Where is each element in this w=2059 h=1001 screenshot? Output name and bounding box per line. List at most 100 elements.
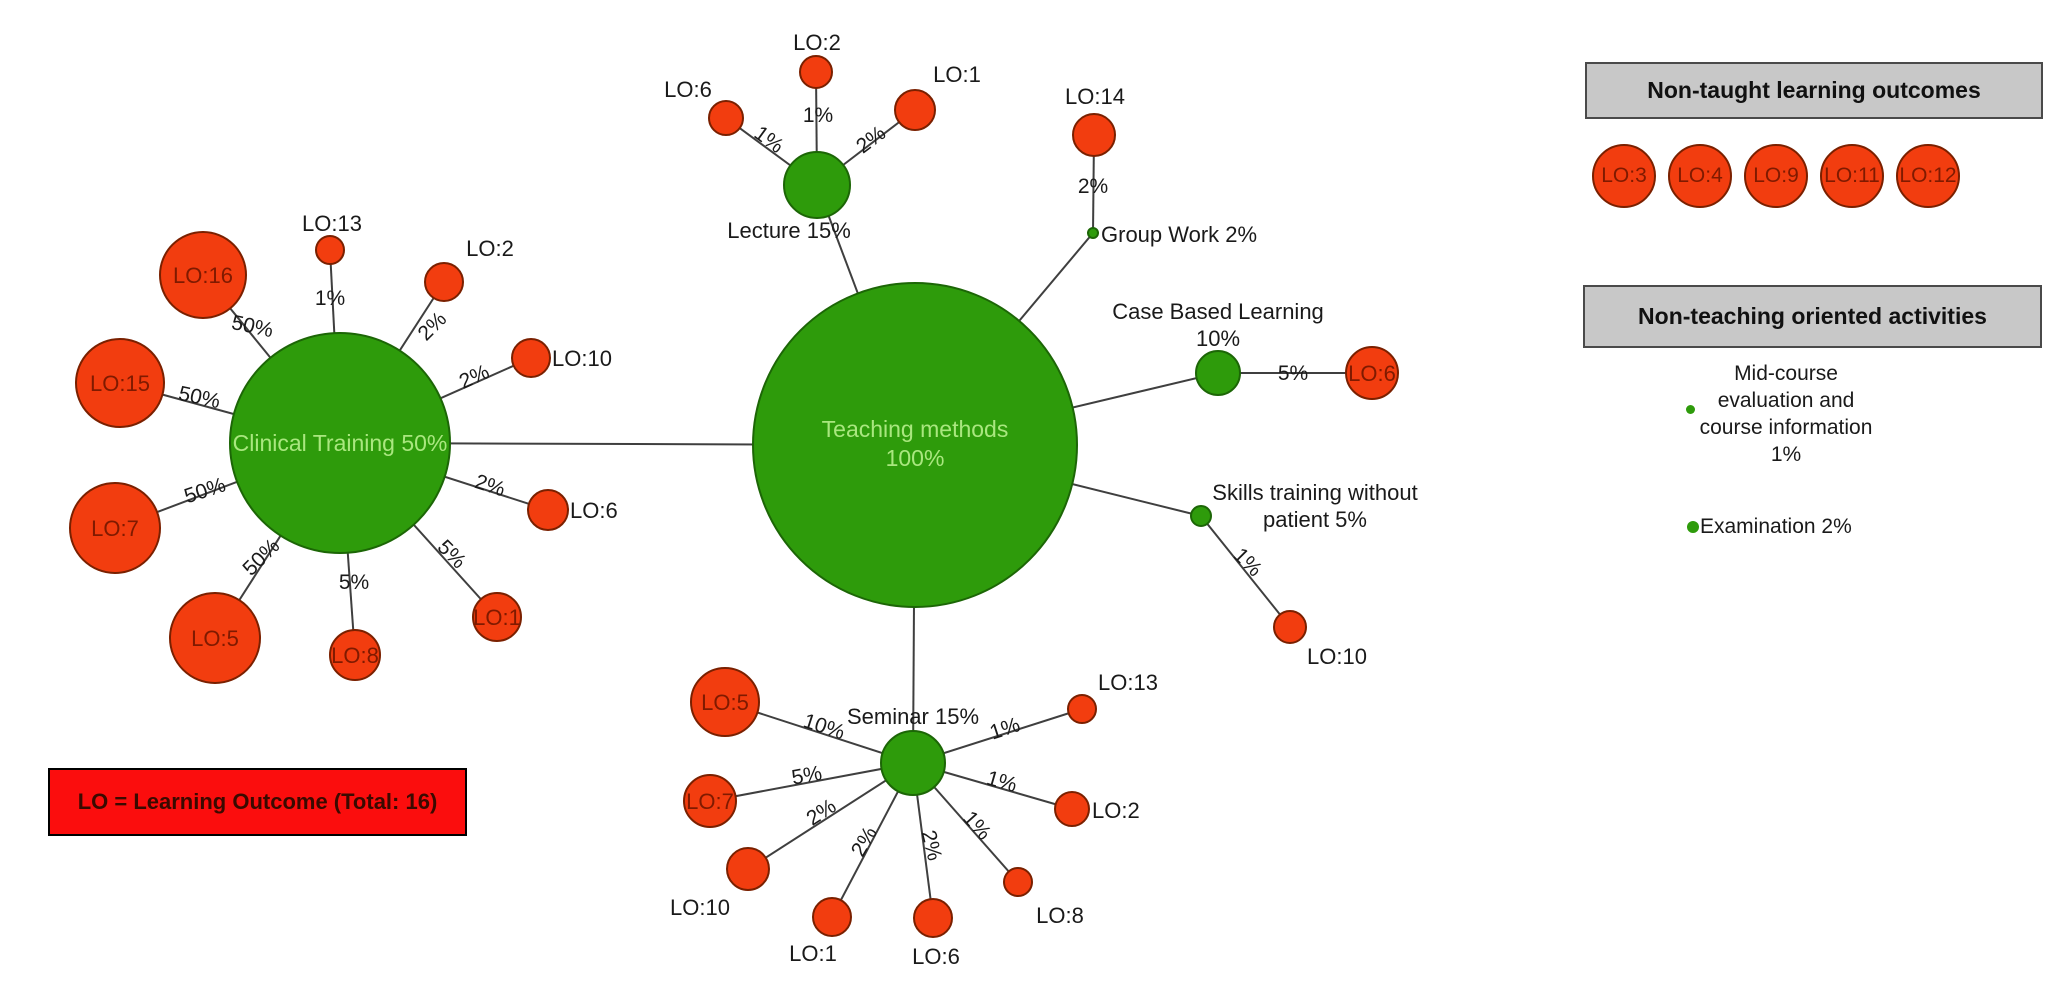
node-sem_lo13 (1067, 694, 1097, 724)
non-taught-lo-circle: LO:11 (1820, 144, 1884, 208)
node-cb_lo6 (1345, 346, 1399, 400)
node-cl_lo7 (69, 482, 161, 574)
label-sem_lo6: LO:6 (912, 944, 960, 969)
node-cl_lo1 (472, 592, 522, 642)
node-cl_lo5 (169, 592, 261, 684)
label-cl_lo5: LO:5 (191, 626, 239, 651)
non-taught-lo-circle: LO:4 (1668, 144, 1732, 208)
label-cl_lo2: LO:2 (466, 236, 514, 261)
non-taught-lo-circle: LO:9 (1744, 144, 1808, 208)
node-seminar (880, 730, 946, 796)
label-cl_lo7: LO:7 (91, 516, 139, 541)
legend-non-taught-circles: LO:3 LO:4 LO:9 LO:11 LO:12 (1592, 144, 1960, 208)
label-cl_lo1: LO:1 (473, 605, 521, 630)
label-groupwork: Group Work 2% (1101, 222, 1257, 247)
edge-skills-sk_lo10 (1200, 515, 1291, 628)
lo-definition-note: LO = Learning Outcome (Total: 16) (48, 768, 467, 836)
edge-label: 50% (181, 473, 228, 508)
node-sem_lo8 (1003, 867, 1033, 897)
non-taught-lo-circle: LO:12 (1896, 144, 1960, 208)
label-lec_lo2: LO:2 (793, 30, 841, 55)
label-lecture: Lecture 15% (727, 218, 851, 243)
node-cl_lo10 (511, 338, 551, 378)
node-sem_lo5 (690, 667, 760, 737)
mid-course-line: Mid-course (1734, 362, 1838, 385)
mid-course-line: 1% (1770, 443, 1802, 466)
edge-label: 1% (984, 767, 1020, 797)
edge-label: 2% (847, 823, 882, 861)
edge-label: 1% (750, 122, 788, 158)
node-clinical (229, 332, 451, 554)
node-sem_lo10 (726, 847, 770, 891)
label-cl_lo13: LO:13 (302, 211, 362, 236)
lo-chip-label: LO:11 (1824, 164, 1880, 187)
node-groupwork (1087, 227, 1099, 239)
label-cl_lo16: LO:16 (173, 263, 233, 288)
label-sem_lo10: LO:10 (670, 895, 730, 920)
label-cl_lo6: LO:6 (570, 498, 618, 523)
edge-label: 1% (958, 807, 995, 845)
label-lec_lo1: LO:1 (933, 62, 981, 87)
edge-label: 1% (315, 287, 345, 310)
edge-label: 1% (803, 104, 833, 127)
node-lec_lo2 (799, 55, 833, 89)
node-sem_lo1 (812, 897, 852, 937)
node-lec_lo1 (894, 89, 936, 131)
mid-course-line: course information (1699, 416, 1873, 439)
node-cl_lo13 (315, 235, 345, 265)
edge-label: 1% (987, 713, 1023, 744)
lo-chip-label: LO:12 (1899, 164, 1957, 187)
label-sem_lo1: LO:1 (789, 941, 837, 966)
node-sem_lo6 (913, 898, 953, 938)
edge-label: 5% (1278, 362, 1308, 385)
label-casebased: Case Based Learning 10% (1112, 299, 1324, 351)
lo-definition-text: LO = Learning Outcome (Total: 16) (77, 789, 438, 814)
legend-activities-title: Non-teaching oriented activities (1638, 303, 1987, 329)
label-lec_lo6: LO:6 (664, 77, 712, 102)
edge-label: 2% (916, 828, 946, 863)
non-taught-lo-circle: LO:3 (1592, 144, 1656, 208)
node-cl_lo16 (159, 231, 247, 319)
node-cl_lo15 (75, 338, 165, 428)
node-cl_lo6 (527, 489, 569, 531)
node-sem_lo7 (683, 774, 737, 828)
legend-non-taught-header: Non-taught learning outcomes (1585, 62, 2043, 119)
label-teaching: Teaching methods 100% (822, 416, 1009, 471)
legend-activities-header: Non-teaching oriented activities (1583, 285, 2042, 348)
node-cl_lo2 (424, 262, 464, 302)
mid-course-dot-icon (1686, 405, 1695, 414)
node-lec_lo6 (708, 100, 744, 136)
edge-label: 5% (433, 536, 471, 574)
label-sk_lo10: LO:10 (1307, 644, 1367, 669)
label-cl_lo15: LO:15 (90, 371, 150, 396)
lo-chip-label: LO:3 (1601, 164, 1647, 187)
examination-dot-icon (1687, 521, 1699, 533)
label-sem_lo7: LO:7 (686, 789, 734, 814)
edge-label: 2% (1078, 175, 1108, 198)
examination-label: Examination 2% (1700, 515, 1852, 538)
node-cl_lo8 (329, 629, 381, 681)
label-cl_lo8: LO:8 (331, 643, 379, 668)
node-teaching (752, 282, 1078, 608)
node-lecture (783, 151, 851, 219)
label-cb_lo6: LO:6 (1348, 361, 1396, 386)
node-gw_lo14 (1072, 113, 1116, 157)
edge-seminar-sem_lo7 (709, 762, 914, 802)
edge-label: 10% (800, 709, 847, 744)
lo-chip-label: LO:4 (1677, 164, 1723, 187)
edge-label: 5% (339, 571, 369, 594)
label-cl_lo10: LO:10 (552, 346, 612, 371)
edge-label: 5% (790, 762, 824, 790)
edge-label: 2% (414, 308, 452, 346)
node-sk_lo10 (1273, 610, 1307, 644)
label-seminar: Seminar 15% (847, 704, 979, 729)
edge-label: 1% (1229, 544, 1267, 582)
edge-label: 2% (472, 470, 508, 501)
node-skills (1190, 505, 1212, 527)
mid-course-label: Mid-course evaluation and course informa… (1650, 360, 1922, 468)
label-sem_lo5: LO:5 (701, 690, 749, 715)
lo-chip-label: LO:9 (1753, 164, 1799, 187)
node-casebased (1195, 350, 1241, 396)
